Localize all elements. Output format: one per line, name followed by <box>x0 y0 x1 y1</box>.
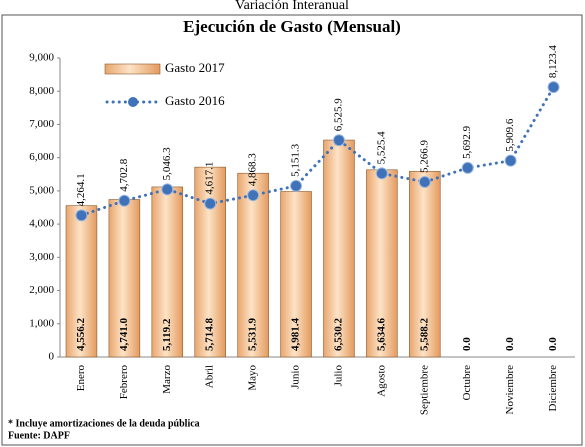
y-tick-label: 4,000 <box>29 218 54 230</box>
x-tick-label: Enero <box>75 365 87 392</box>
line-value-label: 4,617.1 <box>204 162 216 195</box>
x-tick-label: Agosto <box>375 365 387 397</box>
line-value-label: 5,151.3 <box>290 143 302 177</box>
bar-value-label: 5,634.6 <box>375 318 387 352</box>
source: Fuente: DAPF <box>8 430 70 441</box>
line-value-label: 4,868.3 <box>247 153 259 187</box>
footnote: * Incluye amortizaciones de la deuda púb… <box>8 418 200 429</box>
line-value-label: 5,525.4 <box>375 131 387 165</box>
line-marker <box>247 189 260 202</box>
line-marker <box>375 167 388 180</box>
bar-value-label: 5,714.8 <box>204 318 216 352</box>
line-marker <box>504 154 517 167</box>
y-tick-label: 2,000 <box>29 284 54 296</box>
bar <box>323 139 355 358</box>
bar-value-label: 4,556.2 <box>75 318 87 352</box>
line-marker <box>290 179 303 192</box>
bar <box>366 169 398 358</box>
x-tick-label: Septiembre <box>418 365 430 415</box>
legend-swatch <box>104 63 161 75</box>
bar <box>151 186 184 358</box>
bar <box>237 172 269 358</box>
legend-marker <box>128 97 138 107</box>
bar-value-label: 4,981.4 <box>290 318 302 352</box>
x-tick-label: Febrero <box>118 365 130 400</box>
y-tick-label: 1,000 <box>29 317 54 329</box>
bar-value-label: 0.0 <box>504 337 516 351</box>
bar-value-label: 5,531.9 <box>247 318 259 352</box>
bar-value-label: 0.0 <box>547 337 559 351</box>
chart-supertitle: Variación Interanual <box>235 0 349 13</box>
line-marker <box>118 194 131 207</box>
line-marker <box>75 209 88 222</box>
bar-value-label: 4,741.0 <box>118 318 130 352</box>
y-tick-label: 9,000 <box>29 52 54 64</box>
x-tick-label: Abril <box>204 365 216 388</box>
x-tick-label: Diciembre <box>547 365 559 412</box>
bar-value-label: 5,119.2 <box>161 318 173 351</box>
line-value-label: 5,266.9 <box>418 140 430 174</box>
y-tick-label: 7,000 <box>29 118 54 130</box>
chart-title: Ejecución de Gasto (Mensual) <box>183 17 401 36</box>
line-marker <box>461 161 474 174</box>
line-value-label: 4,702.8 <box>118 158 130 192</box>
x-tick-label: Mayo <box>247 365 259 391</box>
bar-value-label: 6,530.2 <box>332 318 344 352</box>
x-tick-label: Octubre <box>461 365 473 401</box>
y-tick-label: 6,000 <box>29 151 54 163</box>
y-tick-label: 0 <box>49 351 55 363</box>
line-value-label: 5,046.3 <box>161 147 173 181</box>
x-tick-label: Junio <box>290 365 302 389</box>
bar-value-label: 0.0 <box>461 337 473 351</box>
line-marker <box>161 183 174 196</box>
y-tick-label: 8,000 <box>29 85 54 97</box>
line-value-label: 5,692.9 <box>461 125 473 159</box>
chart-border <box>1 14 583 446</box>
bar <box>108 199 141 358</box>
bar <box>409 171 441 358</box>
y-tick-label: 3,000 <box>29 251 54 263</box>
line-value-label: 4,264.1 <box>75 173 87 206</box>
line-value-label: 5,909.6 <box>504 118 516 152</box>
line-marker <box>547 81 560 94</box>
bar-value-label: 5,588.2 <box>418 318 430 352</box>
legend-label: Gasto 2017 <box>165 60 225 75</box>
line-value-label: 6,525.9 <box>332 98 344 132</box>
y-tick-label: 5,000 <box>29 184 54 196</box>
line-marker <box>204 197 217 210</box>
x-tick-label: Julio <box>332 365 344 387</box>
bar <box>65 205 98 358</box>
line-marker <box>418 176 431 189</box>
legend-label: Gasto 2016 <box>165 93 225 108</box>
line-value-label: 8,123.4 <box>547 45 559 79</box>
x-tick-label: Marzo <box>161 365 173 394</box>
line-marker <box>332 134 345 147</box>
x-tick-label: Noviembre <box>504 365 516 415</box>
